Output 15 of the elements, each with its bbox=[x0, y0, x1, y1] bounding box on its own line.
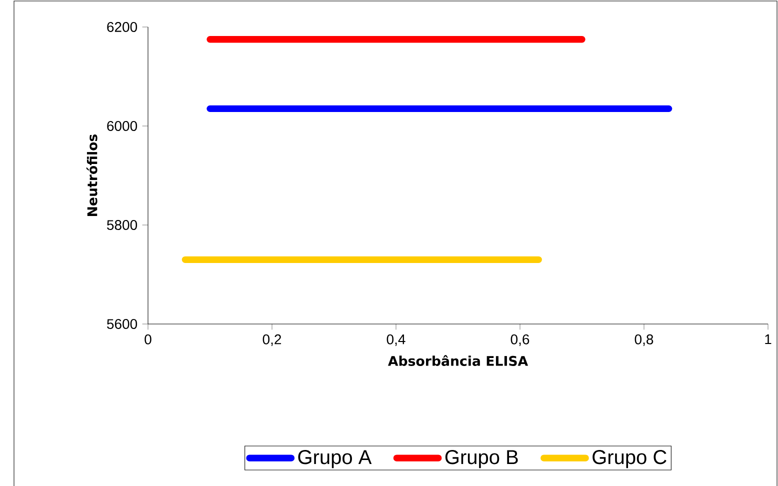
legend-label: Grupo B bbox=[445, 450, 518, 468]
legend-label: Grupo C bbox=[592, 450, 666, 468]
x-tick-label: 0,6 bbox=[510, 334, 530, 346]
x-tick-label: 0,2 bbox=[262, 334, 282, 346]
y-tick-label: 6000 bbox=[107, 121, 138, 131]
y-axis-title: Neutrófilos bbox=[86, 134, 98, 216]
y-tick-label: 5800 bbox=[107, 220, 138, 230]
y-tick-label: 6200 bbox=[107, 22, 138, 32]
x-axis-title: Absorbância ELISA bbox=[388, 355, 528, 366]
x-tick-label: 0 bbox=[144, 334, 152, 344]
legend-label: Grupo A bbox=[298, 450, 372, 468]
x-tick-label: 0,4 bbox=[386, 334, 406, 346]
y-tick-label: 5600 bbox=[107, 319, 138, 329]
x-tick-label: 0,8 bbox=[634, 334, 654, 346]
x-tick-label: 1 bbox=[765, 334, 772, 344]
